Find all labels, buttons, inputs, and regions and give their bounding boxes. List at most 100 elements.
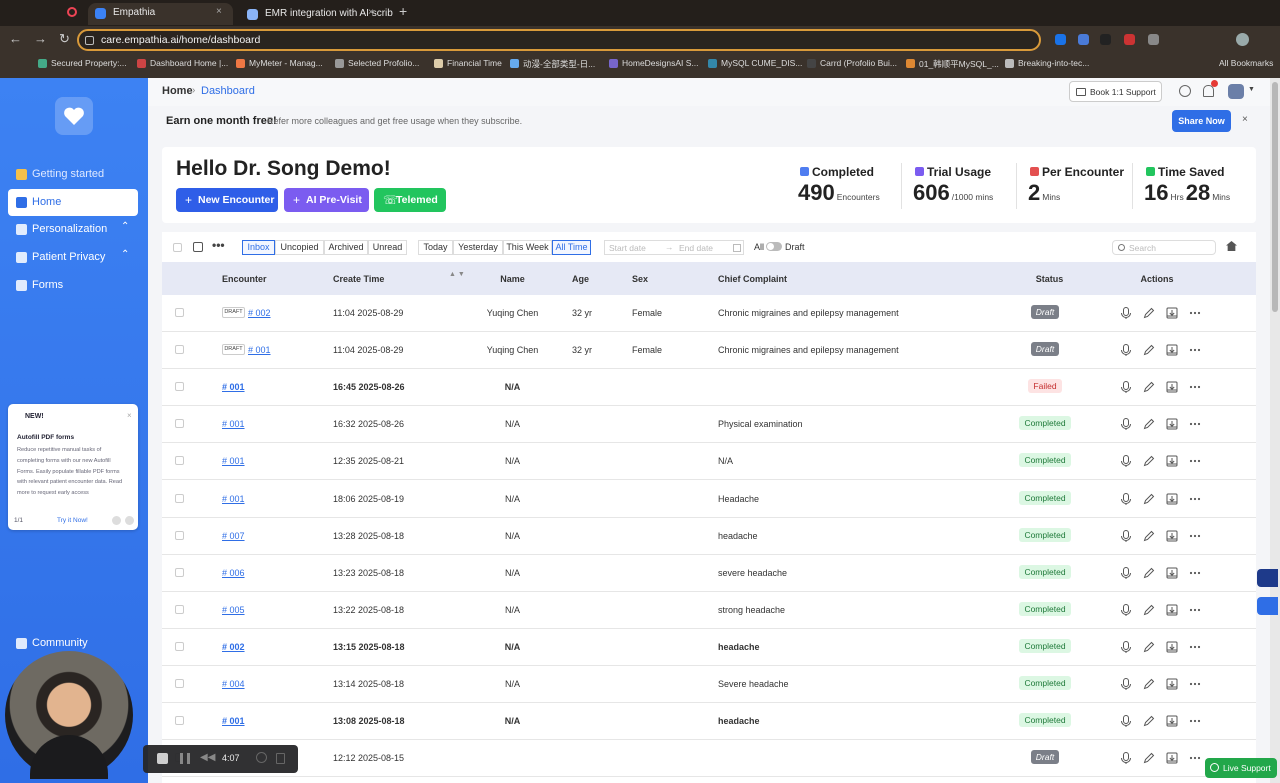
table-row[interactable]: # 006 13:23 2025-08-18 N/A severe headache C… <box>162 554 1256 592</box>
bookmark[interactable]: Financial Time <box>447 58 502 68</box>
breadcrumb-home[interactable]: Home <box>162 85 193 97</box>
record-action[interactable] <box>1120 640 1132 653</box>
bookmark[interactable]: 动漫-全部类型-日... <box>523 59 596 69</box>
more-action[interactable] <box>1189 604 1201 616</box>
edit-action[interactable] <box>1143 381 1155 393</box>
encounter-link[interactable]: # 005 <box>222 604 245 615</box>
edit-action[interactable] <box>1143 344 1155 356</box>
edit-action[interactable] <box>1143 752 1155 764</box>
encounter-link[interactable]: # 002 <box>248 308 271 318</box>
export-action[interactable] <box>1166 604 1178 616</box>
address-bar[interactable]: care.empathia.ai/home/dashboard <box>77 29 1041 51</box>
profile-avatar[interactable] <box>1236 33 1249 46</box>
browser-tab[interactable]: EMR integration with AI scrib × <box>240 4 393 26</box>
nav-item[interactable]: Community <box>8 630 138 657</box>
archive-icon[interactable] <box>193 242 203 252</box>
range-tab[interactable]: Yesterday <box>453 240 503 255</box>
edit-action[interactable] <box>1143 307 1155 319</box>
delete-button[interactable] <box>276 753 285 764</box>
record-action[interactable] <box>1120 492 1132 505</box>
more-action[interactable] <box>1189 641 1201 653</box>
nav-button[interactable]: ← <box>9 31 22 46</box>
inbox-tab[interactable]: Uncopied <box>275 240 324 255</box>
export-action[interactable] <box>1166 641 1178 653</box>
table-row[interactable]: 12:12 2025-08-15 Draft <box>162 740 1256 778</box>
encounter-link[interactable]: # 006 <box>222 567 245 578</box>
nav-item[interactable]: Patient Privacy ⌃ <box>8 244 138 271</box>
record-action[interactable] <box>1120 678 1132 690</box>
bookmark[interactable]: MyMeter - Manag... <box>249 58 323 68</box>
table-row[interactable]: DRAFT # 001 11:04 2025-08-29 Yuqing Chen 32 … <box>162 332 1256 370</box>
help-icon[interactable] <box>1179 85 1191 97</box>
row-checkbox[interactable] <box>175 345 184 355</box>
table-row[interactable]: # 004 13:14 2025-08-18 N/A Severe headache C… <box>162 666 1256 704</box>
row-checkbox[interactable] <box>175 419 184 429</box>
bookmark[interactable]: MySQL CUME_DIS... <box>721 58 803 68</box>
table-row[interactable]: # 001 13:08 2025-08-18 N/A headache Complete… <box>162 703 1256 741</box>
encounter-link[interactable]: # 001 <box>222 716 245 727</box>
nav-button[interactable]: → <box>34 31 47 46</box>
nav-item[interactable]: Getting started <box>8 161 138 188</box>
banner-close[interactable]: × <box>1242 114 1248 125</box>
stop-button[interactable] <box>157 753 168 764</box>
nav-item[interactable]: Forms <box>8 272 138 299</box>
pause-button[interactable] <box>180 753 190 764</box>
browser-tab[interactable]: Empathia × <box>88 3 233 25</box>
action-button[interactable]: + AI Pre-Visit <box>284 188 369 212</box>
bookmark[interactable]: Secured Property:... <box>51 58 127 68</box>
more-action[interactable] <box>1189 344 1201 356</box>
live-support-button[interactable]: Live Support <box>1205 758 1277 778</box>
edit-action[interactable] <box>1143 641 1155 653</box>
date-range[interactable]: Start date → End date <box>604 240 744 255</box>
notification-icon[interactable] <box>1203 85 1214 97</box>
record-action[interactable] <box>1120 752 1132 765</box>
table-row[interactable]: DRAFT # 002 11:04 2025-08-29 Yuqing Chen 32 … <box>162 295 1256 333</box>
more-action[interactable] <box>1189 715 1201 727</box>
range-tab[interactable]: Today <box>418 240 453 255</box>
record-action[interactable] <box>1120 566 1132 579</box>
extension-icon[interactable] <box>1124 34 1135 45</box>
sort-icon[interactable]: ▲ ▼ <box>449 271 465 278</box>
edit-action[interactable] <box>1143 530 1155 542</box>
record-action[interactable] <box>1120 455 1132 468</box>
row-checkbox[interactable] <box>175 567 184 577</box>
bookmark[interactable]: Carrd (Profolio Bui... <box>820 58 897 68</box>
encounter-link[interactable]: # 001 <box>222 456 245 467</box>
row-checkbox[interactable] <box>175 716 184 726</box>
edit-action[interactable] <box>1143 418 1155 430</box>
more-action[interactable] <box>1189 418 1201 430</box>
more-icon[interactable]: ••• <box>212 238 225 252</box>
inbox-tab[interactable]: Inbox <box>242 240 275 255</box>
edit-action[interactable] <box>1143 493 1155 505</box>
export-action[interactable] <box>1166 307 1178 319</box>
rewind-button[interactable]: ◀◀ <box>200 752 216 763</box>
edit-action[interactable] <box>1143 604 1155 616</box>
encounter-link[interactable]: # 001 <box>222 382 245 393</box>
all-bookmarks[interactable]: All Bookmarks <box>1219 58 1274 68</box>
record-action[interactable] <box>1120 715 1132 728</box>
more-action[interactable] <box>1189 530 1201 542</box>
export-action[interactable] <box>1166 381 1178 393</box>
export-action[interactable] <box>1166 493 1178 505</box>
table-row[interactable]: # 007 13:28 2025-08-18 N/A headache Complete… <box>162 517 1256 555</box>
restart-button[interactable] <box>256 752 267 763</box>
support-button[interactable]: Book 1:1 Support <box>1069 81 1162 102</box>
record-action[interactable] <box>1120 529 1132 542</box>
export-action[interactable] <box>1166 715 1178 727</box>
row-checkbox[interactable] <box>175 456 184 466</box>
account-caret[interactable]: ▼ <box>1248 86 1255 93</box>
more-action[interactable] <box>1189 493 1201 505</box>
row-checkbox[interactable] <box>175 530 184 540</box>
table-row[interactable]: # 002 13:15 2025-08-18 N/A headache Complete… <box>162 628 1256 666</box>
nav-button[interactable]: ↻ <box>59 31 70 46</box>
select-all[interactable] <box>173 243 182 252</box>
encounter-link[interactable]: # 002 <box>222 641 245 652</box>
encounter-link[interactable]: # 004 <box>222 679 245 689</box>
filter-home[interactable] <box>1226 241 1237 251</box>
table-row[interactable]: # 005 13:22 2025-08-18 N/A strong headache C… <box>162 591 1256 629</box>
record-action[interactable] <box>1120 418 1132 431</box>
bookmark[interactable]: Selected Profolio... <box>348 58 420 68</box>
export-action[interactable] <box>1166 455 1178 467</box>
table-row[interactable]: # 001 16:32 2025-08-26 N/A Physical examina… <box>162 406 1256 444</box>
encounter-link[interactable]: # 001 <box>222 419 245 430</box>
